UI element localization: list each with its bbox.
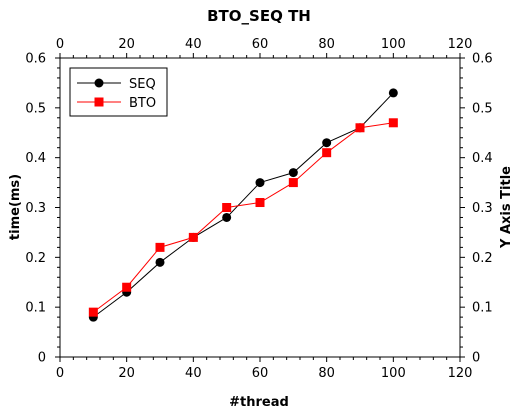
- x-tick-label-top: 100: [381, 37, 406, 52]
- y-tick-label-right: 0.3: [472, 201, 493, 216]
- y-axis-title: time(ms): [8, 174, 23, 240]
- y-tick-label-right: 0.6: [472, 52, 493, 67]
- x-tick-label-bottom: 80: [318, 366, 335, 381]
- y-tick-label-left: 0: [38, 351, 46, 366]
- x-tick-label-bottom: 40: [185, 366, 202, 381]
- x-axis-title: #thread: [229, 395, 289, 410]
- x-tick-label-bottom: 0: [56, 366, 64, 381]
- data-point-bto: [355, 123, 365, 133]
- legend-box: [69, 67, 168, 117]
- data-point-bto: [122, 282, 132, 292]
- legend-label-seq: SEQ: [129, 77, 156, 92]
- legend: SEQ BTO: [69, 67, 168, 117]
- x-tick-label-top: 40: [185, 37, 202, 52]
- data-point-seq: [322, 138, 332, 148]
- legend-marker-seq: [94, 78, 104, 88]
- legend-label-bto: BTO: [129, 96, 156, 111]
- x-tick-label-top: 120: [448, 37, 473, 52]
- x-tick-label-top: 60: [252, 37, 269, 52]
- y-tick-label-left: 0.2: [25, 251, 46, 266]
- data-point-bto: [288, 178, 298, 188]
- y-tick-label-left: 0.6: [25, 52, 46, 67]
- y-tick-label-right: 0.1: [472, 301, 493, 316]
- data-point-bto: [155, 242, 165, 252]
- y-tick-label-right: 0.5: [472, 101, 493, 116]
- x-tick-label-bottom: 60: [252, 366, 269, 381]
- data-point-bto: [388, 118, 398, 128]
- data-point-bto: [188, 232, 198, 242]
- data-point-bto: [222, 203, 232, 212]
- data-point-seq: [388, 88, 398, 98]
- series-line-bto: [93, 122, 394, 313]
- y-tick-label-right: 0.2: [472, 251, 493, 266]
- x-tick-label-top: 20: [118, 37, 135, 52]
- y-tick-label-left: 0.1: [25, 301, 46, 316]
- data-point-bto: [255, 198, 265, 208]
- data-point-bto: [88, 307, 98, 317]
- x-tick-label-bottom: 100: [381, 366, 406, 381]
- legend-marker-bto: [94, 97, 104, 107]
- chart-title: BTO_SEQ TH: [207, 7, 311, 25]
- data-point-seq: [222, 212, 232, 222]
- y-tick-label-left: 0.4: [25, 151, 46, 166]
- x-tick-label-bottom: 120: [448, 366, 473, 381]
- y-tick-label-left: 0.3: [25, 201, 46, 216]
- x-tick-label-top: 0: [56, 37, 64, 52]
- y-tick-label-right: 0: [472, 351, 480, 366]
- data-point-seq: [255, 178, 265, 188]
- data-point-seq: [288, 168, 298, 178]
- data-point-seq: [155, 257, 165, 267]
- series-line-seq: [93, 92, 394, 318]
- x-tick-label-bottom: 20: [118, 366, 135, 381]
- data-point-bto: [322, 148, 332, 158]
- series-layer: [88, 88, 398, 322]
- y-tick-label-left: 0.5: [25, 101, 46, 116]
- x-tick-label-top: 80: [318, 37, 335, 52]
- y-axis-title-right: Y Axis Title: [499, 166, 514, 249]
- y-tick-label-right: 0.4: [472, 151, 493, 166]
